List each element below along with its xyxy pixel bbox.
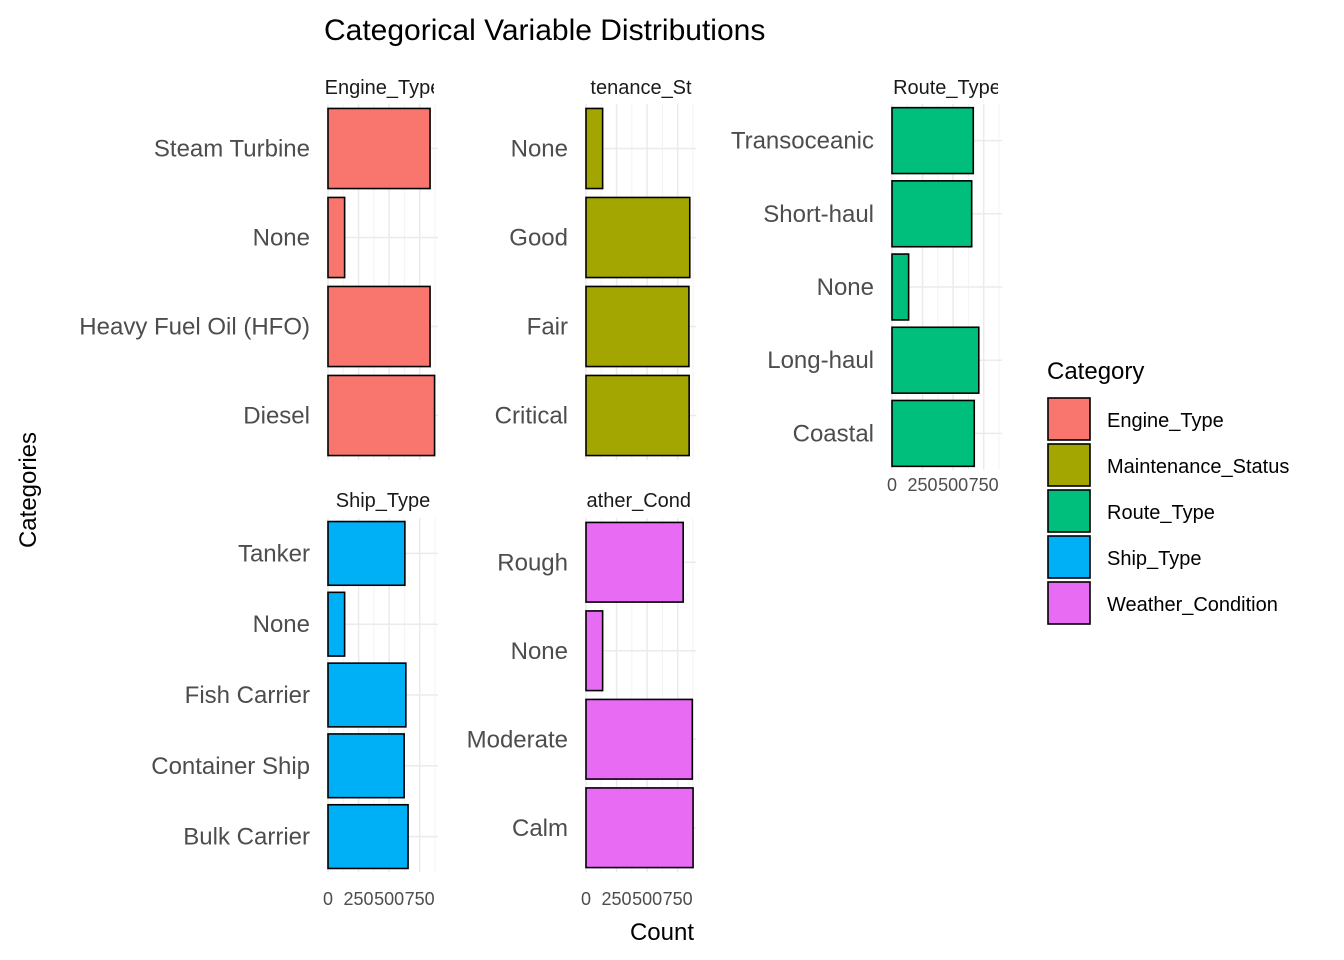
bar-ship-type-none	[327, 591, 346, 657]
bar-weather-condition-rough	[585, 521, 684, 603]
legend-swatch	[1047, 489, 1091, 533]
x-tick-label: 0	[887, 475, 897, 495]
legend: Category Engine_Type Maintenance_Status Ro…	[1047, 358, 1289, 625]
facet-strip-label: tenance_St	[590, 77, 692, 99]
bar-maintenance-status-good	[585, 196, 691, 279]
bar-weather-condition-moderate	[585, 698, 694, 780]
bar-route-type-long-haul	[891, 326, 980, 394]
x-tick-label: 0	[323, 889, 333, 909]
bar-engine-type-diesel	[327, 374, 436, 457]
facet-panel-maintenance-status: tenance_St None Good Fair Critical	[495, 77, 696, 460]
category-label: None	[817, 274, 874, 301]
facet-strip-label: Engine_Type	[325, 77, 442, 99]
bar-route-type-none	[891, 253, 910, 321]
x-tick-label: 0	[581, 889, 591, 909]
legend-item-route-type: Route_Type	[1047, 489, 1215, 533]
x-tick-label: 500	[632, 889, 662, 909]
bar-maintenance-status-none	[585, 107, 604, 190]
legend-item-ship-type: Ship_Type	[1047, 535, 1202, 579]
category-label: Steam Turbine	[154, 136, 310, 163]
bar-ship-type-tanker	[327, 520, 406, 587]
bar-ship-type-container-ship	[327, 733, 405, 799]
bar-engine-type-heavy-fuel-oil-hfo	[327, 285, 431, 368]
x-axis-title: Count	[630, 919, 694, 946]
bar-ship-type-bulk-carrier	[327, 803, 409, 870]
x-tick-label: 500	[938, 475, 968, 495]
legend-item-weather-condition: Weather_Condition	[1047, 581, 1278, 625]
facet-panel-engine-type: Engine_Type Steam Turbine None Heavy Fuel O…	[79, 77, 442, 460]
x-tick-label: 250	[344, 889, 374, 909]
legend-swatch	[1047, 535, 1091, 579]
legend-label: Weather_Condition	[1107, 594, 1278, 616]
legend-swatch	[1047, 443, 1091, 487]
x-tick-label: 250	[602, 889, 632, 909]
category-label: Long-haul	[767, 347, 874, 374]
facet-panel-route-type: Route_Type Transoceanic Short-haul None Long…	[731, 77, 1002, 495]
category-label: Transoceanic	[731, 128, 874, 155]
legend-label: Engine_Type	[1107, 410, 1224, 432]
bar-engine-type-steam-turbine	[327, 107, 431, 190]
category-label: Moderate	[467, 726, 568, 753]
category-label: Tanker	[238, 540, 310, 567]
y-axis-title: Categories	[15, 432, 42, 548]
bar-ship-type-fish-carrier	[327, 662, 407, 728]
category-label: Fish Carrier	[185, 682, 310, 709]
x-tick-label: 750	[405, 889, 435, 909]
facet-panels: Engine_Type Steam Turbine None Heavy Fuel O…	[79, 77, 1002, 909]
category-label: Coastal	[793, 420, 874, 447]
category-label: Container Ship	[151, 753, 310, 780]
category-label: Rough	[497, 549, 568, 576]
x-tick-label: 250	[908, 475, 938, 495]
category-label: Heavy Fuel Oil (HFO)	[79, 314, 310, 341]
legend-swatch	[1047, 397, 1091, 441]
bar-weather-condition-none	[585, 610, 604, 692]
legend-item-engine-type: Engine_Type	[1047, 397, 1224, 441]
facet-strip-label: ather_Condi	[587, 490, 696, 512]
category-label: Critical	[495, 403, 568, 430]
facet-strip-label: Route_Type	[893, 77, 1001, 99]
legend-swatch	[1047, 581, 1091, 625]
bar-route-type-transoceanic	[891, 106, 975, 175]
facet-panel-weather-condition: ather_Condi Rough None Moderate Calm 0 250 500 7…	[467, 490, 696, 909]
x-tick-label: 500	[374, 889, 404, 909]
category-label: Fair	[527, 314, 568, 341]
bar-route-type-short-haul	[891, 180, 973, 248]
category-label: Short-haul	[763, 201, 874, 228]
category-label: Good	[509, 225, 568, 252]
x-tick-label: 750	[663, 889, 693, 909]
bar-maintenance-status-critical	[585, 374, 690, 457]
legend-label: Ship_Type	[1107, 548, 1202, 570]
legend-item-maintenance-status: Maintenance_Status	[1047, 443, 1289, 487]
bar-maintenance-status-fair	[585, 285, 690, 368]
category-label: None	[511, 638, 568, 665]
category-label: None	[253, 225, 310, 252]
bar-engine-type-none	[327, 196, 346, 279]
facet-panel-ship-type: Ship_Type Tanker None Fish Carrier Container…	[151, 490, 438, 909]
bar-weather-condition-calm	[585, 787, 694, 869]
facet-strip-label: Ship_Type	[336, 490, 431, 512]
category-label: Bulk Carrier	[183, 824, 310, 851]
category-label: None	[253, 611, 310, 638]
legend-label: Route_Type	[1107, 502, 1215, 524]
category-label: Diesel	[243, 403, 310, 430]
legend-label: Maintenance_Status	[1107, 456, 1289, 478]
x-tick-label: 750	[969, 475, 999, 495]
chart-title: Categorical Variable Distributions	[324, 14, 765, 47]
category-label: Calm	[512, 815, 568, 842]
legend-title: Category	[1047, 358, 1144, 385]
bar-route-type-coastal	[891, 399, 976, 468]
category-label: None	[511, 136, 568, 163]
